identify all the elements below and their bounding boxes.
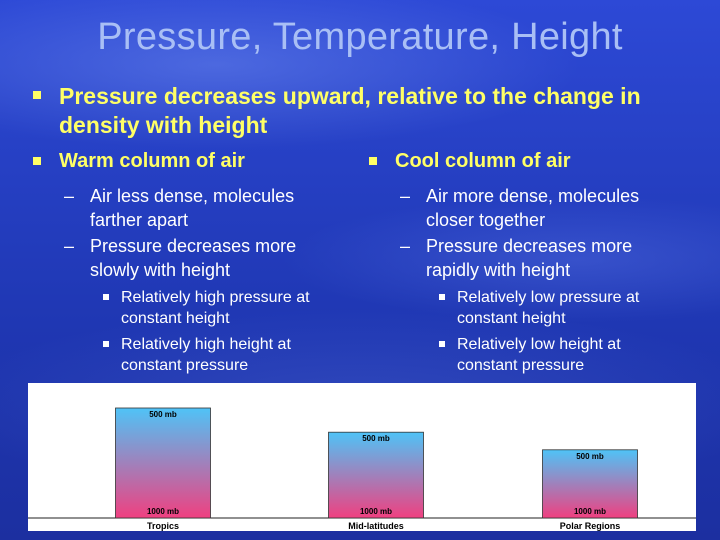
air-column-bar <box>115 407 211 519</box>
dash-bullet: – <box>400 236 411 256</box>
cool-point-1: – Air more dense, molecules closer toget… <box>400 184 675 232</box>
cool-point-2-text: Pressure decreases more rapidly with hei… <box>426 236 633 280</box>
cool-point-1-text: Air more dense, molecules closer togethe… <box>426 186 640 230</box>
page-title: Pressure, Temperature, Height <box>97 16 623 58</box>
chart-svg: 500 mb 1000 mb Tropics 500 mb 1000 mb Mid-lat… <box>28 407 696 531</box>
warm-subpoint-1-text: Relatively high pressure at constant hei… <box>121 289 310 327</box>
bottom-pressure-label: 1000 mb <box>147 507 179 516</box>
pressure-column-chart: 500 mb 1000 mb Tropics 500 mb 1000 mb Mid-lat… <box>28 383 696 531</box>
cool-column-heading: Cool column of air <box>369 150 571 173</box>
square-bullet-icon <box>103 294 109 300</box>
square-bullet-icon <box>33 91 41 99</box>
top-pressure-label: 500 mb <box>362 434 390 443</box>
warm-subpoint-2-text: Relatively high height at constant press… <box>121 336 291 374</box>
warm-column-heading: Warm column of air <box>33 150 245 173</box>
square-bullet-icon <box>439 294 445 300</box>
warm-heading-text: Warm column of air <box>59 150 245 172</box>
dash-bullet: – <box>64 236 75 256</box>
cool-subpoint-2-text: Relatively low height at constant pressu… <box>457 336 621 374</box>
bottom-pressure-label: 1000 mb <box>574 507 606 516</box>
cool-heading-text: Cool column of air <box>395 150 571 172</box>
chart-baseline <box>28 518 696 531</box>
warm-point-2: – Pressure decreases more slowly with he… <box>64 234 334 282</box>
top-pressure-label: 500 mb <box>149 410 177 419</box>
square-bullet-icon <box>103 341 109 347</box>
category-label: Mid-latitudes <box>348 521 404 531</box>
cool-subpoint-1: Relatively low pressure at constant heig… <box>439 287 684 329</box>
main-bullet: Pressure decreases upward, relative to t… <box>33 82 673 140</box>
cool-subpoint-1-text: Relatively low pressure at constant heig… <box>457 289 640 327</box>
air-column-bar <box>328 431 424 519</box>
bottom-pressure-label: 1000 mb <box>360 507 392 516</box>
air-column-bar <box>542 449 638 519</box>
warm-point-1-text: Air less dense, molecules farther apart <box>90 186 295 230</box>
dash-bullet: – <box>400 186 411 206</box>
warm-point-1: – Air less dense, molecules farther apar… <box>64 184 334 232</box>
warm-point-2-text: Pressure decreases more slowly with heig… <box>90 236 297 280</box>
cool-point-2: – Pressure decreases more rapidly with h… <box>400 234 675 282</box>
main-bullet-text: Pressure decreases upward, relative to t… <box>59 83 641 138</box>
square-bullet-icon <box>439 341 445 347</box>
top-pressure-label: 500 mb <box>576 452 604 461</box>
warm-subpoint-2: Relatively high height at constant press… <box>103 334 348 376</box>
dash-bullet: – <box>64 186 75 206</box>
category-label: Polar Regions <box>560 521 621 531</box>
warm-subpoint-1: Relatively high pressure at constant hei… <box>103 287 348 329</box>
cool-subpoint-2: Relatively low height at constant pressu… <box>439 334 684 376</box>
square-bullet-icon <box>369 157 377 165</box>
category-label: Tropics <box>147 521 179 531</box>
square-bullet-icon <box>33 157 41 165</box>
